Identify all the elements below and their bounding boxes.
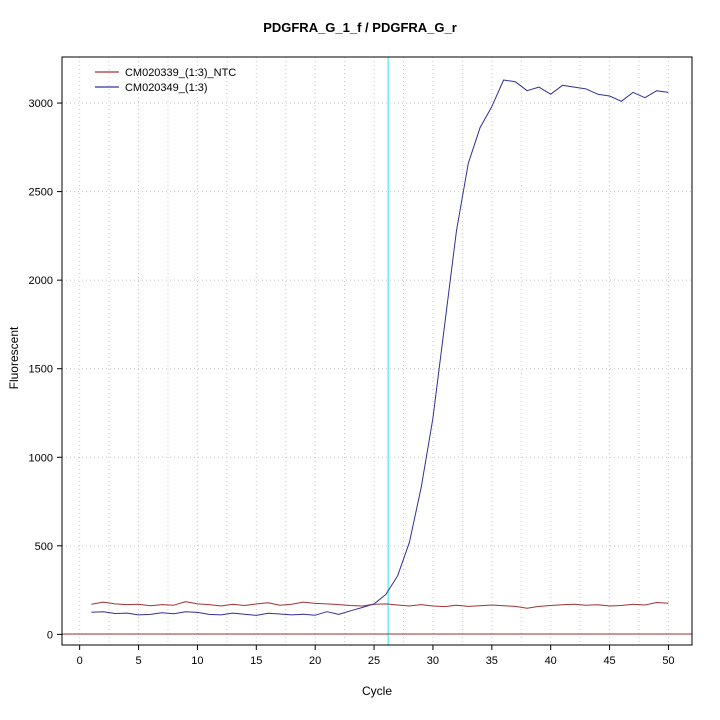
x-tick-label: 30 (427, 655, 439, 667)
y-tick-label: 1500 (29, 364, 53, 376)
x-tick-label: 5 (135, 655, 141, 667)
x-tick-label: 15 (250, 655, 262, 667)
x-tick-label: 20 (309, 655, 321, 667)
x-tick-label: 50 (662, 655, 674, 667)
y-tick-label: 500 (35, 541, 53, 553)
y-axis-label: Fluorescent (7, 326, 21, 390)
y-tick-label: 3000 (29, 98, 53, 110)
x-tick-label: 25 (368, 655, 380, 667)
series-line-1 (91, 79, 669, 616)
x-tick-label: 45 (603, 655, 615, 667)
chart-title: PDGFRA_G_1_f / PDGFRA_G_r (263, 20, 457, 35)
x-tick-label: 40 (545, 655, 557, 667)
y-tick-label: 1000 (29, 452, 53, 464)
y-tick-label: 0 (47, 629, 53, 641)
y-tick-label: 2500 (29, 187, 53, 199)
plot-border (61, 56, 693, 646)
x-tick-label: 10 (191, 655, 203, 667)
y-tick-label: 2000 (29, 275, 53, 287)
x-tick-label: 35 (486, 655, 498, 667)
series-line-0 (91, 601, 669, 609)
x-axis-label: Cycle (361, 684, 392, 698)
x-tick-label: 0 (77, 655, 83, 667)
legend-label-0: CM020339_(1:3)_NTC (125, 67, 236, 79)
legend-label-1: CM020349_(1:3) (125, 82, 208, 94)
